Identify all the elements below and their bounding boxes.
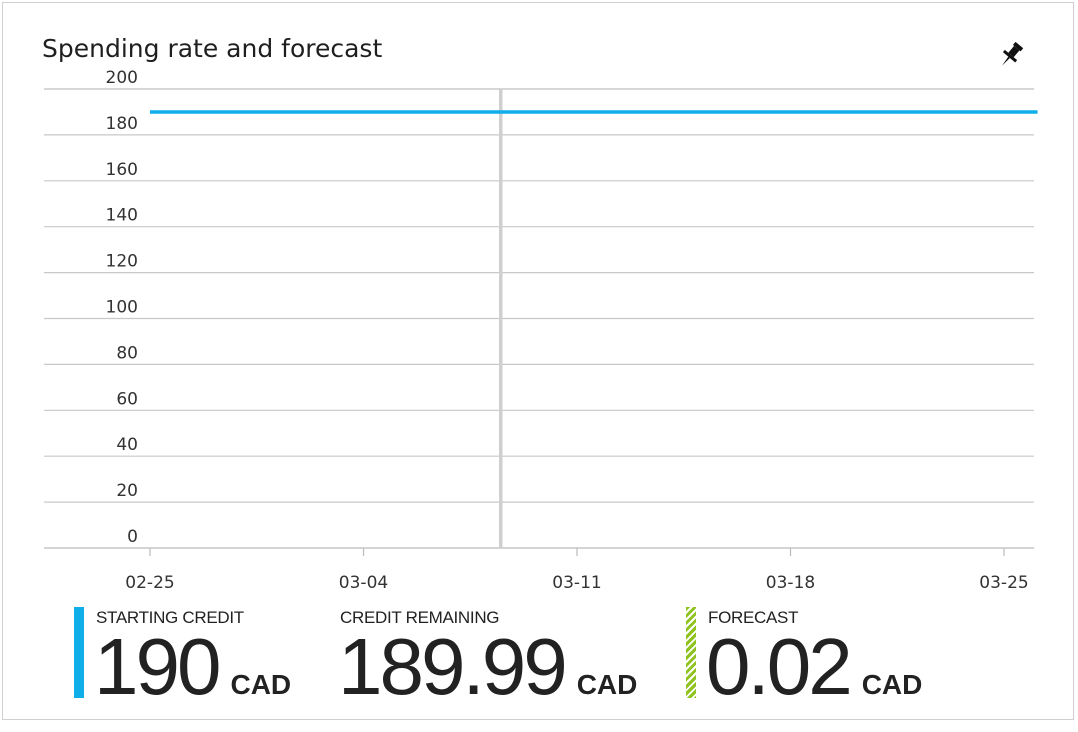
starting-credit-label: STARTING CREDIT xyxy=(96,608,244,627)
credit-remaining-unit: CAD xyxy=(576,669,638,700)
starting-credit-value: 190 xyxy=(94,622,221,711)
y-tick-label: 180 xyxy=(106,114,138,134)
y-tick-label: 200 xyxy=(106,68,138,88)
x-tick-label: 02-25 xyxy=(125,573,174,593)
y-tick-label: 60 xyxy=(116,389,138,409)
x-tick-label: 03-04 xyxy=(339,573,388,593)
chart-gridlines xyxy=(44,88,1034,549)
spending-tile xyxy=(2,2,1074,720)
pin-icon[interactable] xyxy=(994,38,1028,72)
x-tick-label: 03-25 xyxy=(979,573,1028,593)
starting-credit-value-line: 190 CAD xyxy=(94,622,291,730)
spending-chart: 0 20 40 60 80 100 120 140 160 180 200 02-25 03-04 03-… xyxy=(44,68,1038,593)
chart-axes: 0 20 40 60 80 100 120 140 160 180 200 02-25 03-04 03-… xyxy=(106,68,1029,593)
y-tick-label: 20 xyxy=(116,481,138,501)
forecast-unit: CAD xyxy=(861,669,923,700)
starting-credit-color-bar xyxy=(74,607,84,698)
y-tick-label: 140 xyxy=(106,206,138,226)
credit-remaining-value-line: 189.99 CAD xyxy=(338,622,637,730)
y-tick-label: 100 xyxy=(106,298,138,318)
y-tick-label: 160 xyxy=(106,160,138,180)
y-tick-label: 40 xyxy=(116,435,138,455)
y-tick-label: 80 xyxy=(116,343,138,363)
forecast-value-line: 0.02 CAD xyxy=(706,622,922,730)
credit-remaining-label: CREDIT REMAINING xyxy=(340,608,500,627)
credit-remaining-value: 189.99 xyxy=(338,622,568,711)
y-tick-label: 120 xyxy=(106,252,138,272)
y-tick-label: 0 xyxy=(127,527,138,547)
forecast-label: FORECAST xyxy=(708,608,799,627)
tile-title: Spending rate and forecast xyxy=(42,34,383,63)
x-tick-label: 03-11 xyxy=(552,573,601,593)
starting-credit-unit: CAD xyxy=(230,669,292,700)
forecast-value: 0.02 xyxy=(706,622,853,711)
x-tick-label: 03-18 xyxy=(766,573,815,593)
forecast-color-bar xyxy=(686,607,696,698)
